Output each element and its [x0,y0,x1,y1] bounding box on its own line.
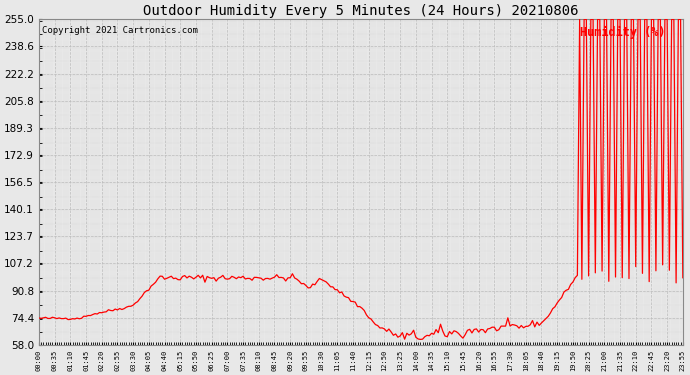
Title: Outdoor Humidity Every 5 Minutes (24 Hours) 20210806: Outdoor Humidity Every 5 Minutes (24 Hou… [143,4,579,18]
Text: Copyright 2021 Cartronics.com: Copyright 2021 Cartronics.com [42,26,198,35]
Text: Humidity (%): Humidity (%) [580,26,665,39]
